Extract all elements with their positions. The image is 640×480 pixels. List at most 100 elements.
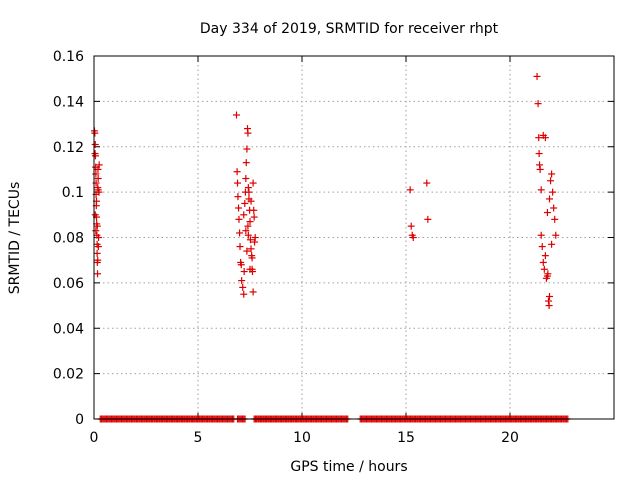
data-point bbox=[91, 152, 99, 160]
data-point bbox=[548, 240, 556, 248]
data-point bbox=[535, 150, 543, 158]
data-point bbox=[249, 288, 257, 296]
data-point bbox=[535, 134, 543, 142]
data-point bbox=[545, 302, 553, 310]
data-point bbox=[244, 184, 252, 192]
data-point bbox=[407, 222, 415, 230]
data-point bbox=[543, 209, 551, 217]
y-tick-label: 0.1 bbox=[62, 185, 84, 201]
data-point bbox=[95, 234, 103, 241]
y-tick-label: 0.14 bbox=[53, 94, 84, 110]
data-point bbox=[240, 290, 248, 298]
data-point bbox=[247, 245, 255, 253]
data-point bbox=[544, 270, 552, 278]
data-point bbox=[247, 197, 255, 205]
data-point bbox=[242, 159, 250, 167]
data-point bbox=[243, 145, 251, 153]
x-tick-label: 5 bbox=[194, 430, 203, 446]
data-point bbox=[537, 186, 545, 194]
data-point bbox=[243, 247, 251, 255]
data-point bbox=[549, 188, 557, 196]
x-tick-label: 0 bbox=[90, 430, 99, 446]
data-point bbox=[239, 283, 247, 291]
data-point bbox=[91, 129, 99, 137]
data-point bbox=[533, 72, 541, 80]
data-point bbox=[551, 215, 559, 223]
data-point bbox=[550, 204, 558, 212]
tick-labels: 0 0.02 0.04 0.06 0.08 0.1 0.12 0.14 0.16 0 5 10 15 20 bbox=[53, 49, 519, 446]
data-point bbox=[233, 168, 241, 176]
x-axis-label: GPS time / hours bbox=[290, 459, 407, 475]
data-point bbox=[93, 249, 101, 257]
y-tick-label: 0.04 bbox=[53, 321, 84, 337]
data-point bbox=[536, 161, 544, 169]
data-point bbox=[544, 297, 552, 305]
data-point bbox=[94, 186, 102, 194]
data-point bbox=[246, 265, 254, 273]
chart-title: Day 334 of 2019, SRMTID for receiver rhp… bbox=[200, 21, 499, 37]
y-tick-label: 0.12 bbox=[53, 140, 84, 156]
y-tick-label: 0.16 bbox=[53, 49, 84, 65]
data-point bbox=[409, 234, 417, 241]
x-tick-label: 20 bbox=[501, 430, 519, 446]
data-point bbox=[244, 231, 252, 239]
data-point bbox=[538, 243, 546, 251]
data-point bbox=[94, 270, 102, 278]
x-tick-label: 15 bbox=[397, 430, 415, 446]
y-tick-label: 0.06 bbox=[53, 276, 84, 292]
data-point bbox=[236, 243, 244, 251]
data-point bbox=[536, 165, 544, 173]
data-point bbox=[91, 140, 99, 148]
data-point bbox=[541, 252, 549, 260]
data-point bbox=[95, 161, 103, 169]
y-tick-label: 0 bbox=[75, 412, 84, 428]
data-point bbox=[248, 254, 256, 262]
data-point bbox=[245, 188, 253, 196]
data-point bbox=[91, 211, 99, 219]
data-point bbox=[236, 229, 244, 237]
data-point bbox=[251, 238, 259, 246]
data-point bbox=[249, 179, 257, 187]
y-tick-label: 0.08 bbox=[53, 231, 84, 247]
data-point bbox=[242, 227, 250, 235]
data-point bbox=[244, 222, 252, 230]
data-point bbox=[534, 100, 542, 108]
data-point bbox=[240, 211, 248, 219]
data-point bbox=[406, 186, 414, 194]
data-point bbox=[235, 204, 243, 212]
data-point bbox=[539, 258, 547, 266]
data-point bbox=[232, 111, 240, 119]
x-tick-label: 10 bbox=[293, 430, 311, 446]
data-point bbox=[546, 292, 554, 300]
y-tick-label: 0.02 bbox=[53, 367, 84, 383]
grid-lines bbox=[94, 56, 614, 419]
data-point bbox=[423, 179, 431, 187]
data-point bbox=[94, 243, 102, 251]
data-point bbox=[94, 256, 102, 264]
data-point bbox=[546, 195, 554, 203]
data-point bbox=[240, 268, 248, 276]
data-point bbox=[537, 231, 545, 239]
data-point bbox=[242, 175, 250, 183]
data-point bbox=[237, 261, 245, 269]
data-point bbox=[541, 134, 549, 142]
data-point bbox=[94, 165, 102, 173]
data-point bbox=[424, 215, 432, 223]
data-point bbox=[244, 129, 252, 137]
data-point bbox=[241, 199, 249, 207]
y-axis-label: SRMTID / TECUs bbox=[7, 182, 23, 295]
data-point bbox=[238, 277, 246, 285]
data-point bbox=[548, 170, 556, 178]
data-point bbox=[246, 236, 254, 244]
plot-frame bbox=[93, 55, 615, 420]
data-point bbox=[250, 206, 258, 214]
data-point bbox=[234, 179, 242, 187]
data-point bbox=[246, 218, 254, 226]
data-point bbox=[94, 175, 102, 183]
data-point bbox=[540, 265, 548, 273]
data-point bbox=[235, 215, 243, 223]
data-point bbox=[250, 213, 258, 221]
data-point bbox=[251, 234, 259, 241]
